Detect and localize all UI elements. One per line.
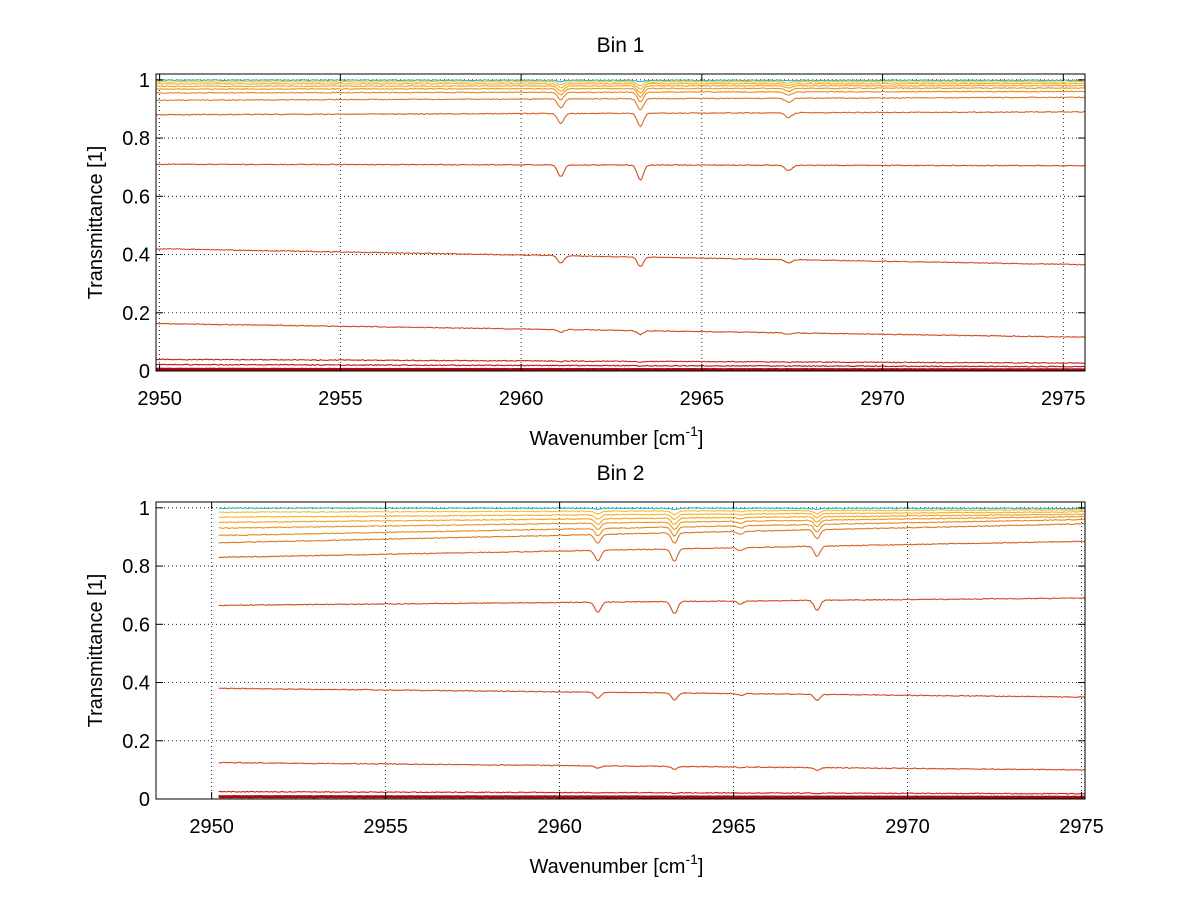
series-line-T5 (218, 522, 1086, 544)
x-tick-label: 2975 (1059, 816, 1104, 838)
x-tick-label: 2955 (363, 816, 408, 838)
series-line-T7 (155, 87, 1086, 98)
series-line-T11 (155, 358, 1086, 365)
x-axis-label-close: ] (698, 856, 704, 878)
x-axis-label: Wavenumber [cm-1] (530, 423, 704, 450)
axes-box (155, 73, 1086, 372)
series-line-T8 (218, 513, 1086, 525)
x-axis-label-sup: -1 (685, 851, 698, 867)
y-tick-label: 0.8 (122, 556, 150, 578)
y-tick-label: 1 (139, 498, 150, 520)
y-tick-label: 0.2 (122, 303, 150, 325)
x-axis-label: Wavenumber [cm-1] (530, 851, 704, 878)
series-line-T8 (155, 84, 1086, 94)
series-line-T12 (155, 363, 1086, 368)
series-line-T3 (155, 163, 1086, 181)
series-line-T6 (218, 518, 1086, 537)
series-line-T2 (155, 322, 1086, 338)
series-line-T10 (155, 80, 1086, 87)
series-line-T9 (218, 510, 1086, 521)
series-line-T4 (155, 110, 1086, 128)
x-tick-label: 2960 (499, 388, 544, 410)
axis-ticks: 2950 2955 2960 2965 2970 2975 0 0.2 0.4 0.6 0.8 1 (122, 498, 1104, 838)
x-axis-label-main: Wavenumber [cm (530, 428, 686, 450)
series-line-T4 (218, 540, 1086, 562)
chart-title: Bin 2 (597, 462, 645, 485)
x-tick-label: 2950 (189, 816, 234, 838)
x-tick-label: 2955 (318, 388, 363, 410)
chart-title: Bin 1 (597, 34, 645, 57)
y-tick-label: 0.2 (122, 731, 150, 753)
y-tick-label: 0 (139, 789, 150, 811)
panel-bin-1: 2950 2955 2960 2965 2970 2975 0 0.2 0.4 0.6 0.8 1 B… (85, 34, 1086, 450)
y-axis-label: Transmittance [1] (85, 574, 107, 728)
axis-ticks: 2950 2955 2960 2965 2970 2975 0 0.2 0.4 0.6 0.8 1 (122, 70, 1085, 410)
y-tick-label: 0.4 (122, 245, 150, 267)
series-line-T1 (155, 247, 1086, 267)
x-tick-label: 2970 (885, 816, 930, 838)
series-line-T11 (218, 790, 1086, 795)
y-tick-label: 0.8 (122, 128, 150, 150)
panel-bin-2: 2950 2955 2960 2965 2970 2975 0 0.2 0.4 0.6 0.8 1 B… (85, 462, 1104, 878)
x-tick-label: 2975 (1041, 388, 1086, 410)
series-line-T2 (218, 761, 1086, 771)
axes-box (155, 501, 1086, 800)
series-line-T3 (218, 597, 1086, 614)
series-line-T9 (155, 82, 1086, 90)
series-lines (155, 79, 1086, 372)
series-line-T13 (155, 367, 1086, 372)
x-axis-label-close: ] (698, 428, 704, 450)
y-tick-label: 1 (139, 70, 150, 92)
y-tick-label: 0.4 (122, 673, 150, 695)
series-line-T5 (155, 96, 1086, 111)
series-line-T14 (155, 79, 1086, 83)
series-lines (218, 507, 1086, 799)
y-tick-label: 0.6 (122, 614, 150, 636)
x-tick-label: 2970 (860, 388, 905, 410)
x-tick-label: 2950 (137, 388, 182, 410)
series-line-T1 (218, 687, 1086, 701)
x-tick-label: 2965 (680, 388, 725, 410)
series-line-T12 (218, 795, 1086, 799)
y-tick-label: 0 (139, 361, 150, 383)
y-tick-label: 0.6 (122, 186, 150, 208)
x-tick-label: 2965 (711, 816, 756, 838)
series-line-T13 (218, 507, 1086, 511)
x-tick-label: 2960 (537, 816, 582, 838)
y-axis-label: Transmittance [1] (85, 146, 107, 300)
series-line-T10 (218, 508, 1086, 516)
series-line-T6 (155, 90, 1086, 102)
x-axis-label-sup: -1 (685, 423, 698, 439)
x-axis-label-main: Wavenumber [cm (530, 856, 686, 878)
series-line-T7 (218, 515, 1086, 530)
